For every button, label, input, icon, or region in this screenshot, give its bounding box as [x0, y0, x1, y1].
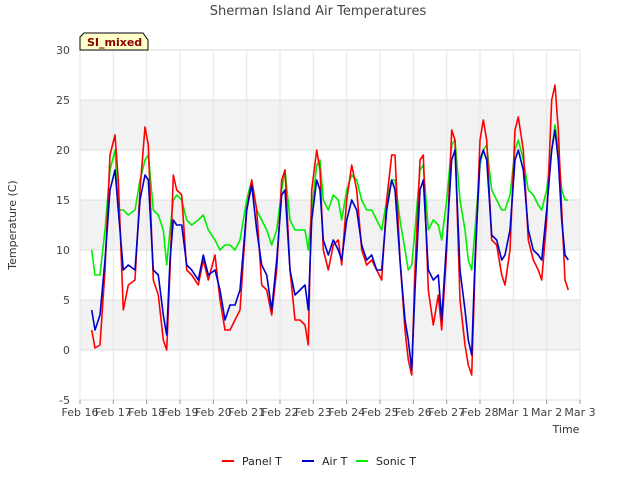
series-line-panel-t	[90, 84, 570, 376]
legend-label: Sonic T	[376, 455, 416, 468]
x-tick-label: Feb 25	[362, 406, 399, 419]
x-tick-label: Feb 27	[428, 406, 465, 419]
y-axis: -5 0 5 10 15 20 25 30	[56, 44, 70, 407]
legend-item-air-t: Air T	[302, 455, 348, 468]
legend: Panel T Air T Sonic T	[222, 455, 416, 468]
y-tick-label: 0	[63, 344, 70, 357]
x-tick-label: Mar 1	[498, 406, 529, 419]
x-tick-label: Feb 23	[295, 406, 332, 419]
legend-label: Air T	[322, 455, 348, 468]
y-tick-label: -5	[59, 394, 70, 407]
x-tick-label: Feb 20	[195, 406, 232, 419]
y-tick-label: 30	[56, 44, 70, 57]
legend-item-sonic-t: Sonic T	[356, 455, 416, 468]
x-tick-label: Feb 21	[228, 406, 265, 419]
x-tick-label: Feb 22	[262, 406, 299, 419]
x-tick-label: Feb 16	[62, 406, 99, 419]
annotation-tag-shape	[79, 32, 149, 51]
y-tick-label: 10	[56, 244, 70, 257]
annotation-tag: SI_mixed	[79, 32, 149, 51]
annotation-tag-label: SI_mixed	[87, 36, 142, 49]
legend-item-panel-t: Panel T	[222, 455, 282, 468]
x-tick-label: Mar 3	[564, 406, 595, 419]
series-line-air-t	[90, 129, 569, 371]
x-tick-label: Feb 24	[328, 406, 365, 419]
y-axis-title: Temperature (C)	[6, 180, 19, 270]
chart-title: Sherman Island Air Temperatures	[210, 4, 427, 19]
plot-band	[80, 100, 580, 150]
y-tick-label: 15	[56, 194, 70, 207]
plot-band	[80, 300, 580, 350]
plot-area	[80, 50, 580, 400]
x-tick-label: Mar 2	[531, 406, 562, 419]
y-tick-label: 25	[56, 94, 70, 107]
y-tick-label: 5	[63, 294, 70, 307]
x-tick-label: Feb 26	[395, 406, 432, 419]
x-tick-label: Feb 28	[462, 406, 499, 419]
y-tick-label: 20	[56, 144, 70, 157]
x-tick-label: Feb 18	[128, 406, 165, 419]
x-axis-title: Time	[552, 423, 580, 436]
legend-label: Panel T	[242, 455, 282, 468]
x-tick-label: Feb 19	[162, 406, 199, 419]
x-tick-label: Feb 17	[95, 406, 132, 419]
series-lines	[90, 84, 570, 376]
